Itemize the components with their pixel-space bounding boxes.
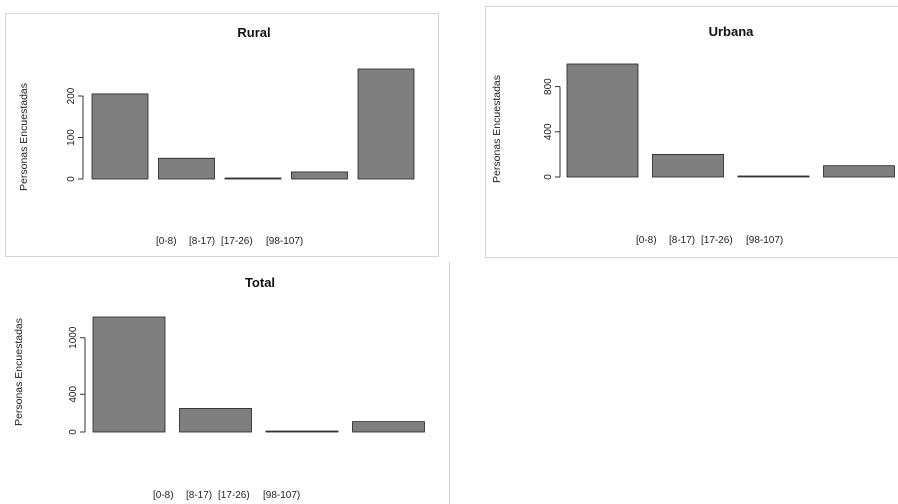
plot-area: 0 400 800 [0-8) [8-17) [17-26) [98-107) [543, 63, 895, 246]
y-axis-label: Personas Encuestadas [491, 75, 503, 183]
y-axis-label: Personas Encuestadas [18, 83, 30, 191]
x-category-label: [0-8) [636, 235, 657, 246]
x-category-label: [8-17) [186, 490, 212, 501]
bar [823, 165, 895, 178]
chart-title: Rural [237, 25, 270, 40]
x-category-label: [8-17) [189, 236, 215, 247]
x-category-label: [8-17) [669, 235, 695, 246]
y-axis-label: Personas Encuestadas [13, 318, 25, 426]
chart-rural: Rural Personas Encuestadas 0 100 200 [0-8) [… [5, 13, 439, 257]
y-tick-label: 400 [68, 386, 79, 403]
bar [566, 63, 639, 178]
chart-title: Total [245, 275, 275, 290]
bar [737, 175, 810, 178]
bar [158, 157, 215, 180]
bar [179, 408, 252, 433]
x-category-label: [0-8) [156, 236, 177, 247]
y-tick-label: 1000 [68, 326, 79, 349]
y-tick-label: 800 [543, 78, 554, 95]
y-tick-label: 0 [543, 174, 554, 180]
chart-title: Urbana [709, 24, 755, 39]
x-category-label: [98-107) [266, 236, 303, 247]
bar [652, 153, 724, 178]
x-category-label: [98-107) [263, 490, 300, 501]
y-tick-label: 100 [66, 129, 77, 146]
x-category-label: [98-107) [746, 235, 783, 246]
x-category-label: [17-26) [218, 490, 250, 501]
bar [92, 316, 166, 433]
x-category-label: [0-8) [153, 490, 174, 501]
bar [357, 68, 415, 180]
bar [91, 93, 149, 180]
y-tick-label: 0 [66, 176, 77, 182]
bar [352, 421, 425, 433]
y-tick-label: 200 [66, 87, 77, 104]
plot-area: 0 100 200 [0-8) [8-17) [17-26) [98-107) [66, 68, 415, 247]
y-tick-label: 0 [68, 429, 79, 435]
y-tick-label: 400 [543, 123, 554, 140]
plot-area: 0 400 1000 [0-8) [8-17) [17-26) [98-107) [68, 316, 425, 501]
bar [224, 177, 282, 180]
chart-total: Total Personas Encuestadas 0 400 1000 [0-8)… [13, 262, 450, 504]
chart-urbana: Urbana Personas Encuestadas 0 400 800 [0-8)… [485, 6, 898, 258]
bar [265, 430, 339, 433]
x-category-label: [17-26) [701, 235, 733, 246]
x-category-label: [17-26) [221, 236, 253, 247]
bar [291, 171, 348, 180]
